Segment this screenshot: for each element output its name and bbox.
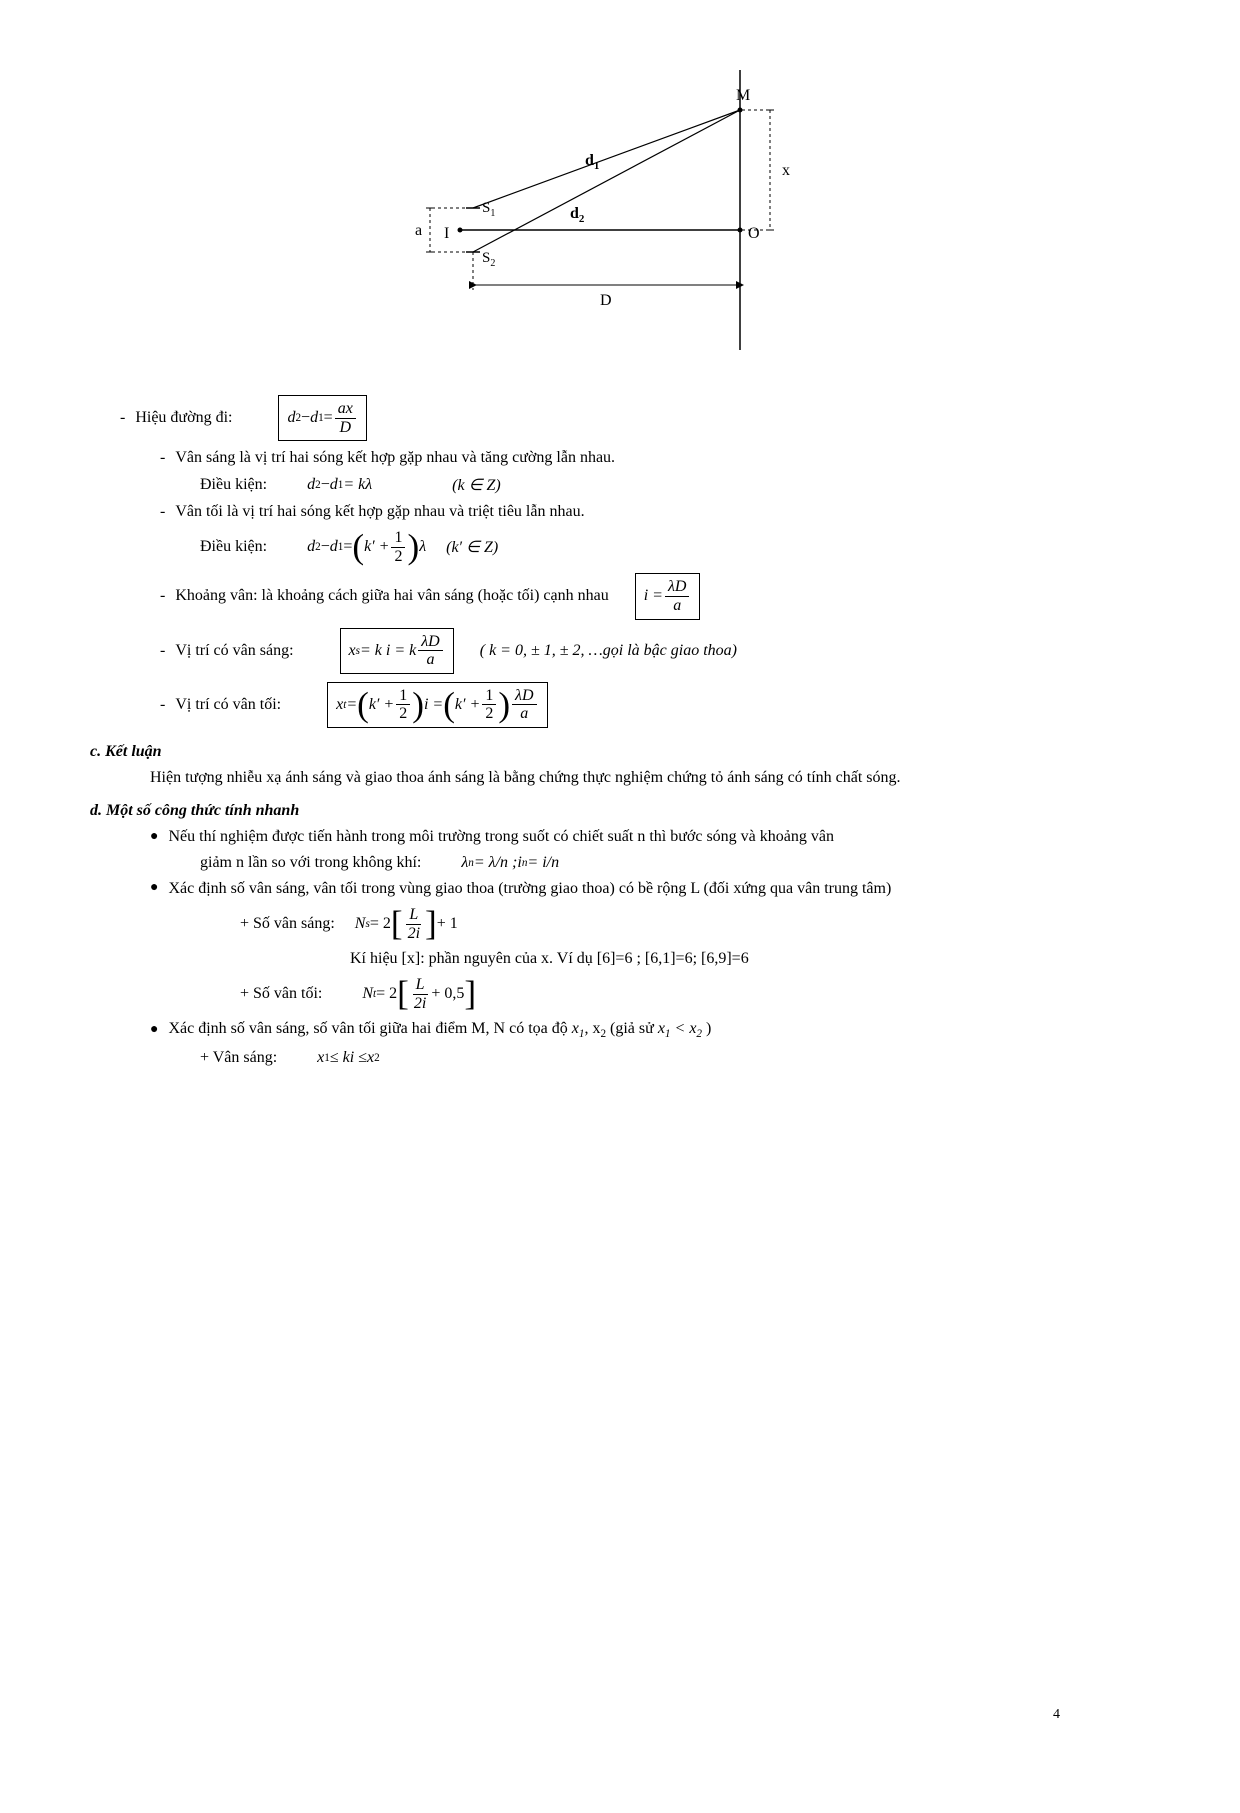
label-M: M bbox=[736, 87, 750, 104]
heading-cong-thuc: d. Một số công thức tính nhanh bbox=[90, 802, 1150, 820]
heading-ket-luan: c. Kết luận bbox=[90, 743, 1150, 761]
svg-text:d2: d2 bbox=[570, 205, 585, 225]
line-hieu-duong-di: - Hiệu đường đi: d2 − d1 = axD bbox=[90, 395, 1150, 441]
bullet-1b: giảm n lần so với trong không khí: λn = … bbox=[200, 854, 1150, 872]
svg-text:d1: d1 bbox=[585, 152, 599, 172]
line-ki-hieu: Kí hiệu [x]: phần nguyên của x. Ví dụ [6… bbox=[350, 950, 1150, 968]
formula-box-path-diff: d2 − d1 = axD bbox=[278, 395, 366, 441]
formula-box-xs: xs = k i = k λDa bbox=[340, 628, 454, 674]
line-vitri-toi: - Vị trí có vân tối: xt = ( k′ + 12 ) i … bbox=[160, 682, 1150, 728]
formula-box-i: i = λDa bbox=[635, 573, 701, 619]
svg-text:x: x bbox=[782, 162, 790, 179]
bullet-2: ● Xác định số vân sáng, vân tối trong vù… bbox=[90, 880, 1150, 898]
text: Hiệu đường đi: bbox=[135, 409, 232, 427]
svg-text:S1: S1 bbox=[482, 200, 495, 219]
interference-diagram: M O I a x D d1 d2 S1 S2 bbox=[90, 60, 1150, 365]
svg-text:S2: S2 bbox=[482, 250, 495, 269]
line-dk-sang: Điều kiện: d2 − d1 = kλ (k ∈ Z) bbox=[200, 475, 1150, 495]
bullet-6: ● Xác định số vân sáng, số vân tối giữa … bbox=[90, 1020, 1150, 1040]
line-so-van-sang: + Số vân sáng: Ns = 2 [ L2i ] + 1 bbox=[240, 906, 1150, 942]
line-van-sang-ineq: + Vân sáng: x1 ≤ ki ≤ x2 bbox=[200, 1049, 1150, 1067]
formula-box-xt: xt = ( k′ + 12 ) i = ( k′ + 12 ) λDa bbox=[327, 682, 547, 728]
svg-text:a: a bbox=[415, 222, 422, 239]
svg-text:D: D bbox=[600, 292, 612, 309]
line-so-van-toi: + Số vân tối: Nt = 2 [ L2i + 0,5 ] bbox=[240, 976, 1150, 1012]
page-number: 4 bbox=[1053, 1707, 1060, 1723]
bullet-1a: ● Nếu thí nghiệm được tiến hành trong mô… bbox=[90, 828, 1150, 846]
svg-text:I: I bbox=[444, 225, 449, 242]
line-dk-toi: Điều kiện: d2 − d1 = ( k′ + 12 ) λ (k′ ∈… bbox=[200, 529, 1150, 565]
line-van-sang-def: - Vân sáng là vị trí hai sóng kết hợp gặ… bbox=[160, 449, 1150, 467]
para-ket-luan: Hiện tượng nhiễu xạ ánh sáng và giao tho… bbox=[150, 769, 1150, 787]
svg-text:O: O bbox=[748, 225, 760, 242]
line-van-toi-def: - Vân tối là vị trí hai sóng kết hợp gặp… bbox=[160, 503, 1150, 521]
line-khoang-van: - Khoảng vân: là khoảng cách giữa hai vâ… bbox=[160, 573, 1150, 619]
line-vitri-sang: - Vị trí có vân sáng: xs = k i = k λDa (… bbox=[160, 628, 1150, 674]
